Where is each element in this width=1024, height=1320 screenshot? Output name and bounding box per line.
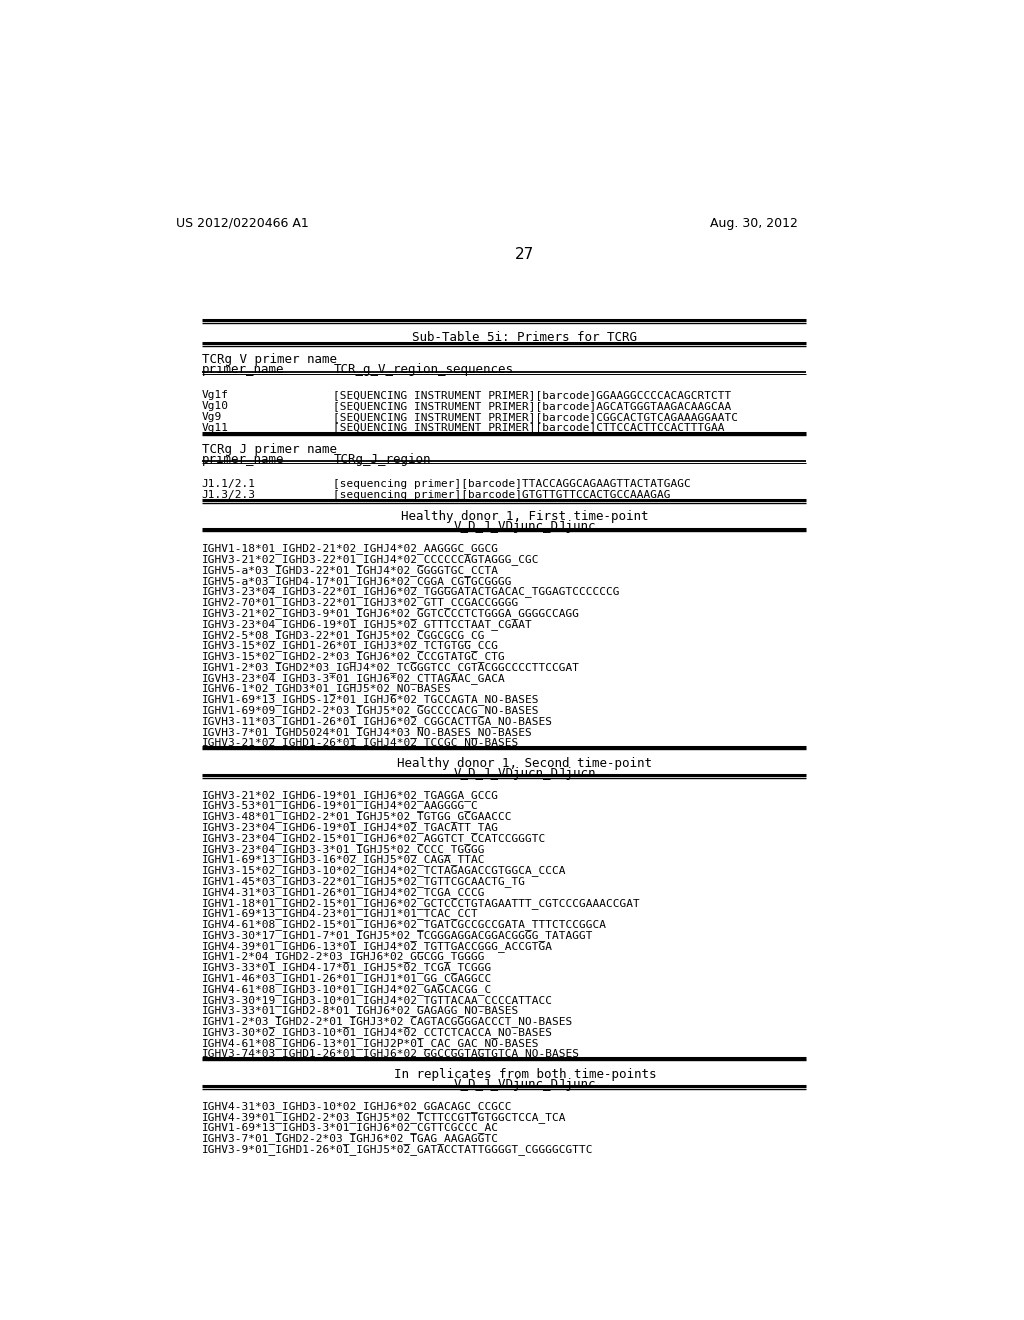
Text: IGHV1-46*03_IGHD1-26*01_IGHJ1*01_GG_CGAGGCC: IGHV1-46*03_IGHD1-26*01_IGHJ1*01_GG_CGAG… bbox=[202, 973, 492, 983]
Text: IGHV4-39*01_IGHD6-13*01_IGHJ4*02_TGTTGACCGGG_ACCGTGA: IGHV4-39*01_IGHD6-13*01_IGHJ4*02_TGTTGAC… bbox=[202, 941, 553, 952]
Text: 27: 27 bbox=[515, 247, 535, 261]
Text: IGHV3-23*04_IGHD6-19*01_IGHJ5*02_GTTTCCTAAT_CGAAT: IGHV3-23*04_IGHD6-19*01_IGHJ5*02_GTTTCCT… bbox=[202, 619, 532, 630]
Text: IGHV3-30*19_IGHD3-10*01_IGHJ4*02_TGTTACAA_CCCCATTACC: IGHV3-30*19_IGHD3-10*01_IGHJ4*02_TGTTACA… bbox=[202, 995, 553, 1006]
Text: IGVH3-23*04_IGHD3-3*01_IGHJ6*02_CTTAGAAC_GACA: IGVH3-23*04_IGHD3-3*01_IGHJ6*02_CTTAGAAC… bbox=[202, 673, 506, 684]
Text: IGHV2-5*08_IGHD3-22*01_IGHJ5*02_CGGCGCG_CG: IGHV2-5*08_IGHD3-22*01_IGHJ5*02_CGGCGCG_… bbox=[202, 630, 485, 640]
Text: IGHV1-2*03_IGHD2*03_IGHJ4*02_TCGGGTCC_CGTACGGCCCCTTCCGAT: IGHV1-2*03_IGHD2*03_IGHJ4*02_TCGGGTCC_CG… bbox=[202, 663, 580, 673]
Text: IGHV3-74*03_IGHD1-26*01_IGHJ6*02_GGCCGGTAGTGTCA_NO-BASES: IGHV3-74*03_IGHD1-26*01_IGHJ6*02_GGCCGGT… bbox=[202, 1048, 580, 1060]
Text: Healthy donor 1, First time-point: Healthy donor 1, First time-point bbox=[401, 511, 648, 523]
Text: IGHV6-1*02_IGHD3*01_IGHJ5*02_NO-BASES: IGHV6-1*02_IGHD3*01_IGHJ5*02_NO-BASES bbox=[202, 684, 452, 694]
Text: IGHV3-23*04_IGHD6-19*01_IGHJ4*02_TGACATT_TAG: IGHV3-23*04_IGHD6-19*01_IGHJ4*02_TGACATT… bbox=[202, 822, 499, 833]
Text: IGHV4-61*08_IGHD6-13*01_IGHJ2P*01_CAC_GAC_NO-BASES: IGHV4-61*08_IGHD6-13*01_IGHJ2P*01_CAC_GA… bbox=[202, 1038, 539, 1048]
Text: [SEQUENCING INSTRUMENT PRIMER][barcode]CGGCACTGTCAGAAAGGAATC: [SEQUENCING INSTRUMENT PRIMER][barcode]C… bbox=[334, 412, 738, 421]
Text: IGHV3-30*02_IGHD3-10*01_IGHJ4*02_CCTCTCACCA_NO-BASES: IGHV3-30*02_IGHD3-10*01_IGHJ4*02_CCTCTCA… bbox=[202, 1027, 553, 1038]
Text: IGHV1-2*03_IGHD2-2*01_IGHJ3*02_CAGTACGGGGACCCT_NO-BASES: IGHV1-2*03_IGHD2-2*01_IGHJ3*02_CAGTACGGG… bbox=[202, 1016, 572, 1027]
Text: Vg1f: Vg1f bbox=[202, 391, 228, 400]
Text: US 2012/0220466 A1: US 2012/0220466 A1 bbox=[176, 216, 309, 230]
Text: IGHV3-21*02_IGHD1-26*01_IGHJ4*02_TCCGC_NO-BASES: IGHV3-21*02_IGHD1-26*01_IGHJ4*02_TCCGC_N… bbox=[202, 738, 519, 748]
Text: Vg10: Vg10 bbox=[202, 401, 228, 411]
Text: IGHV4-31*03_IGHD3-10*02_IGHJ6*02_GGACAGC_CCGCC: IGHV4-31*03_IGHD3-10*02_IGHJ6*02_GGACAGC… bbox=[202, 1101, 512, 1111]
Text: J1.3/2.3: J1.3/2.3 bbox=[202, 490, 256, 500]
Text: IGHV3-15*02_IGHD1-26*01_IGHJ3*02_TCTGTGG_CCG: IGHV3-15*02_IGHD1-26*01_IGHJ3*02_TCTGTGG… bbox=[202, 640, 499, 651]
Text: IGHV1-69*13_IGHD4-23*01_IGHJ1*01_TCAC_CCT: IGHV1-69*13_IGHD4-23*01_IGHJ1*01_TCAC_CC… bbox=[202, 908, 478, 919]
Text: IGHV4-31*03_IGHD1-26*01_IGHJ4*02_TCGA_CCCG: IGHV4-31*03_IGHD1-26*01_IGHJ4*02_TCGA_CC… bbox=[202, 887, 485, 898]
Text: IGHV1-69*13_IGHD3-3*01_IGHJ6*02_CGTTCGCCC_AC: IGHV1-69*13_IGHD3-3*01_IGHJ6*02_CGTTCGCC… bbox=[202, 1122, 499, 1134]
Text: V_D_J_VDjucn_DJjucn: V_D_J_VDjucn_DJjucn bbox=[454, 767, 596, 780]
Text: IGHV3-21*02_IGHD3-9*01_IGHJ6*02_GGTCCCCTCTGGGA_GGGGCCAGG: IGHV3-21*02_IGHD3-9*01_IGHJ6*02_GGTCCCCT… bbox=[202, 609, 580, 619]
Text: V_D_J_VDjunc_DJjunc: V_D_J_VDjunc_DJjunc bbox=[454, 1077, 596, 1090]
Text: In replicates from both time-points: In replicates from both time-points bbox=[393, 1068, 656, 1081]
Text: Aug. 30, 2012: Aug. 30, 2012 bbox=[711, 216, 799, 230]
Text: [sequencing primer][barcode]GTGTTGTTCCACTGCCAAAGAG: [sequencing primer][barcode]GTGTTGTTCCAC… bbox=[334, 490, 671, 500]
Text: TCR_g_V_region_sequences: TCR_g_V_region_sequences bbox=[334, 363, 513, 376]
Text: IGHV3-21*02_IGHD6-19*01_IGHJ6*02_TGAGGA_GCCG: IGHV3-21*02_IGHD6-19*01_IGHJ6*02_TGAGGA_… bbox=[202, 789, 499, 801]
Text: primer_name: primer_name bbox=[202, 453, 284, 466]
Text: Vg9: Vg9 bbox=[202, 412, 222, 421]
Text: IGHV4-61*08_IGHD2-15*01_IGHJ6*02_TGATCGCCGCCGATA_TTTCTCCGGCA: IGHV4-61*08_IGHD2-15*01_IGHJ6*02_TGATCGC… bbox=[202, 919, 606, 931]
Text: IGHV3-9*01_IGHD1-26*01_IGHJ5*02_GATACCTATTGGGGT_CGGGGCGTTC: IGHV3-9*01_IGHD1-26*01_IGHJ5*02_GATACCTA… bbox=[202, 1144, 593, 1155]
Text: IGHV5-a*03_IGHD3-22*01_IGHJ4*02_GGGGTGC_CCTA: IGHV5-a*03_IGHD3-22*01_IGHJ4*02_GGGGTGC_… bbox=[202, 565, 499, 576]
Text: J1.1/2.1: J1.1/2.1 bbox=[202, 479, 256, 490]
Text: TCRg V primer name: TCRg V primer name bbox=[202, 354, 337, 366]
Text: IGHV1-69*13_IGHD3-16*02_IGHJ5*02_CAGA_TTAC: IGHV1-69*13_IGHD3-16*02_IGHJ5*02_CAGA_TT… bbox=[202, 854, 485, 866]
Text: IGHV3-30*17_IGHD1-7*01_IGHJ5*02_TCGGGAGGACGGACGGGG_TATAGGT: IGHV3-30*17_IGHD1-7*01_IGHJ5*02_TCGGGAGG… bbox=[202, 929, 593, 941]
Text: IGHV3-48*01_IGHD2-2*01_IGHJ5*02_TGTGG_GCGAACCC: IGHV3-48*01_IGHD2-2*01_IGHJ5*02_TGTGG_GC… bbox=[202, 812, 512, 822]
Text: IGHV4-61*08_IGHD3-10*01_IGHJ4*02_GAGCACGG_C: IGHV4-61*08_IGHD3-10*01_IGHJ4*02_GAGCACG… bbox=[202, 983, 492, 995]
Text: IGHV3-23*04_IGHD2-15*01_IGHJ6*02_AGGTCT_CCATCCGGGTC: IGHV3-23*04_IGHD2-15*01_IGHJ6*02_AGGTCT_… bbox=[202, 833, 546, 843]
Text: IGHV3-33*01_IGHD4-17*01_IGHJ5*02_TCGA_TCGGG: IGHV3-33*01_IGHD4-17*01_IGHJ5*02_TCGA_TC… bbox=[202, 962, 492, 973]
Text: [sequencing primer][barcode]TTACCAGGCAGAAGTTACTATGAGC: [sequencing primer][barcode]TTACCAGGCAGA… bbox=[334, 479, 691, 490]
Text: [SEQUENCING INSTRUMENT PRIMER][barcode]CTTCCACTTCCACTTTGAA: [SEQUENCING INSTRUMENT PRIMER][barcode]C… bbox=[334, 422, 725, 433]
Text: IGHV1-69*13_IGHDS-12*01_IGHJ6*02_TGCCAGTA_NO-BASES: IGHV1-69*13_IGHDS-12*01_IGHJ6*02_TGCCAGT… bbox=[202, 694, 539, 705]
Text: IGHV3-23*04_IGHD3-22*01_IGHJ6*02_TGGGGATACTGACAC_TGGAGTCCCCCCG: IGHV3-23*04_IGHD3-22*01_IGHJ6*02_TGGGGAT… bbox=[202, 586, 621, 598]
Text: primer_name: primer_name bbox=[202, 363, 284, 376]
Text: TCRg J primer name: TCRg J primer name bbox=[202, 442, 337, 455]
Text: IGHV2-70*01_IGHD3-22*01_IGHJ3*02_GTT_CCGACCGGGG: IGHV2-70*01_IGHD3-22*01_IGHJ3*02_GTT_CCG… bbox=[202, 598, 519, 609]
Text: IGHV4-39*01_IGHD2-2*03_IGHJ5*02_TCTTCCGTTGTGGCTCCA_TCA: IGHV4-39*01_IGHD2-2*03_IGHJ5*02_TCTTCCGT… bbox=[202, 1111, 566, 1122]
Text: IGVH3-11*03_IGHD1-26*01_IGHJ6*02_CGGCACTTGA_NO-BASES: IGVH3-11*03_IGHD1-26*01_IGHJ6*02_CGGCACT… bbox=[202, 715, 553, 727]
Text: IGHV3-23*04_IGHD3-3*01_IGHJ5*02_CCCC_TGGGG: IGHV3-23*04_IGHD3-3*01_IGHJ5*02_CCCC_TGG… bbox=[202, 843, 485, 854]
Text: [SEQUENCING INSTRUMENT PRIMER][barcode]GGAAGGCCCCACAGCRTCTT: [SEQUENCING INSTRUMENT PRIMER][barcode]G… bbox=[334, 391, 731, 400]
Text: IGHV1-18*01_IGHD2-15*01_IGHJ6*02_GCTCCCTGTAGAATTT_CGTCCCGAAACCGAT: IGHV1-18*01_IGHD2-15*01_IGHJ6*02_GCTCCCT… bbox=[202, 898, 640, 908]
Text: V_D_J_VDjunc_DJjunc: V_D_J_VDjunc_DJjunc bbox=[454, 520, 596, 533]
Text: Vg11: Vg11 bbox=[202, 422, 228, 433]
Text: [SEQUENCING INSTRUMENT PRIMER][barcode]AGCATGGGTAAGACAAGCAA: [SEQUENCING INSTRUMENT PRIMER][barcode]A… bbox=[334, 401, 731, 411]
Text: IGVH3-7*01_IGHD5024*01_IGHJ4*03_NO-BASES_NO-BASES: IGVH3-7*01_IGHD5024*01_IGHJ4*03_NO-BASES… bbox=[202, 726, 532, 738]
Text: IGHV1-45*03_IGHD3-22*01_IGHJ5*02_TGTTCGCAACTG_TG: IGHV1-45*03_IGHD3-22*01_IGHJ5*02_TGTTCGC… bbox=[202, 876, 525, 887]
Text: Sub-Table 5i: Primers for TCRG: Sub-Table 5i: Primers for TCRG bbox=[413, 331, 637, 345]
Text: IGHV1-2*04_IGHD2-2*03_IGHJ6*02_GGCGG_TGGGG: IGHV1-2*04_IGHD2-2*03_IGHJ6*02_GGCGG_TGG… bbox=[202, 952, 485, 962]
Text: IGHV3-15*02_IGHD2-2*03_IGHJ6*02_CCCGTATGC_CTG: IGHV3-15*02_IGHD2-2*03_IGHJ6*02_CCCGTATG… bbox=[202, 651, 506, 663]
Text: IGHV3-21*02_IGHD3-22*01_IGHJ4*02_CCCCCCAGTAGGG_CGC: IGHV3-21*02_IGHD3-22*01_IGHJ4*02_CCCCCCA… bbox=[202, 554, 539, 565]
Text: IGHV5-a*03_IGHD4-17*01_IGHJ6*02_CGGA_CGTGCGGGG: IGHV5-a*03_IGHD4-17*01_IGHJ6*02_CGGA_CGT… bbox=[202, 576, 512, 586]
Text: IGHV1-18*01_IGHD2-21*02_IGHJ4*02_AAGGGC_GGCG: IGHV1-18*01_IGHD2-21*02_IGHJ4*02_AAGGGC_… bbox=[202, 544, 499, 554]
Text: IGHV1-69*09_IGHD2-2*03_IGHJ5*02_GGCCCCACG_NO-BASES: IGHV1-69*09_IGHD2-2*03_IGHJ5*02_GGCCCCAC… bbox=[202, 705, 539, 715]
Text: IGHV3-15*02_IGHD3-10*02_IGHJ4*02_TCTAGAGACCGTGGCA_CCCA: IGHV3-15*02_IGHD3-10*02_IGHJ4*02_TCTAGAG… bbox=[202, 866, 566, 876]
Text: IGHV3-53*01_IGHD6-19*01_IGHJ4*02_AAGGGG_C: IGHV3-53*01_IGHD6-19*01_IGHJ4*02_AAGGGG_… bbox=[202, 800, 478, 812]
Text: IGHV3-7*01_IGHD2-2*03_IGHJ6*02_TGAG_AAGAGGTC: IGHV3-7*01_IGHD2-2*03_IGHJ6*02_TGAG_AAGA… bbox=[202, 1133, 499, 1144]
Text: TCRg_J_region: TCRg_J_region bbox=[334, 453, 431, 466]
Text: Healthy donor 1, Second time-point: Healthy donor 1, Second time-point bbox=[397, 756, 652, 770]
Text: IGHV3-33*01_IGHD2-8*01_IGHJ6*02_GAGAGG_NO-BASES: IGHV3-33*01_IGHD2-8*01_IGHJ6*02_GAGAGG_N… bbox=[202, 1006, 519, 1016]
